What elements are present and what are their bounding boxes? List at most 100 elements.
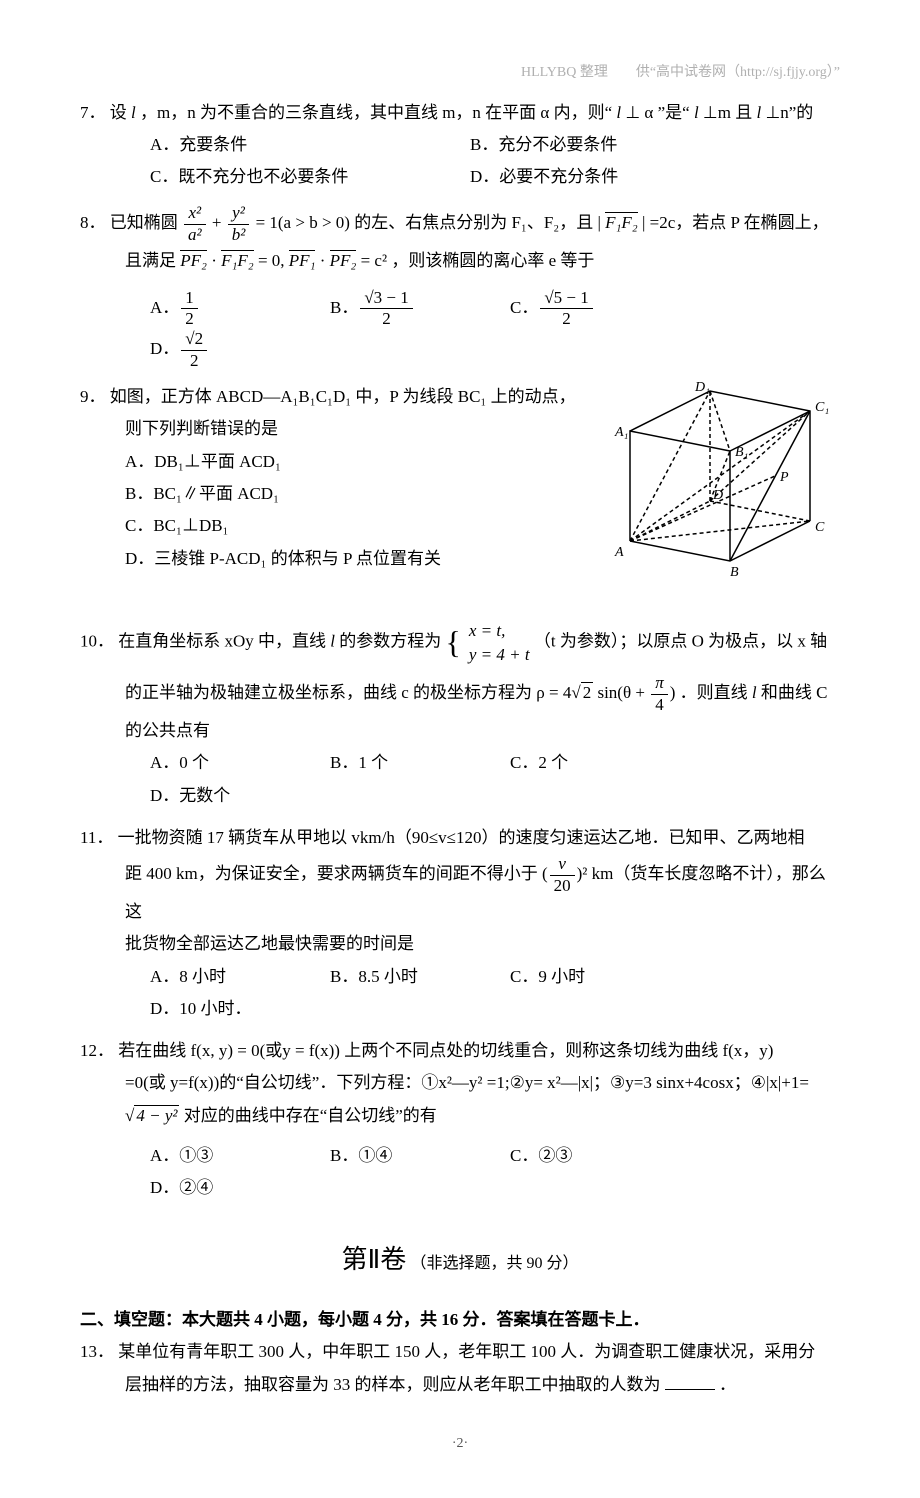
q13-stem-a: 某单位有青年职工 300 人，中年职工 150 人，老年职工 100 人．为调查… <box>118 1342 815 1361</box>
q8-eq2: = c² <box>361 251 392 270</box>
q10-sqrt2: 2 <box>581 682 594 702</box>
q8-plus: + <box>212 213 226 232</box>
q7-stem-a: 设 <box>110 103 127 122</box>
page-number: ·2· <box>80 1431 840 1458</box>
q10-stem-b: 的参数方程为 <box>339 632 445 651</box>
q8-stem-b: = 1(a > b > 0) 的左、右焦点分别为 F₁、F₂，且 | <box>256 213 606 232</box>
q13-blank <box>665 1372 715 1390</box>
q8-eq1: = 0, <box>258 251 289 270</box>
cube-label-d1: D₁ <box>694 381 710 395</box>
q10-opt-b: B．1 个 <box>330 747 490 779</box>
q8-stem-a: 已知椭圆 <box>110 213 182 232</box>
q10-number: 10． <box>80 632 114 651</box>
q11-line3: 批货物全部运达乙地最快需要的时间是 <box>80 928 840 960</box>
question-10: 10． 在直角坐标系 xOy 中，直线 l 的参数方程为 { x = t, y … <box>80 612 840 811</box>
q11-stem-a: 一批物资随 17 辆货车从甲地以 vkm/h（90≤v≤120）的速度匀速运达乙… <box>118 828 805 847</box>
section-2-title: 第Ⅱ卷 （非选择题，共 90 分） <box>80 1235 840 1284</box>
question-9: A₁ B₁ C₁ D₁ A B C D P 9． 如图，正方体 ABCD—A₁B… <box>80 381 840 602</box>
q10-stem-c: （t 为参数）；以原点 O 为极点，以 x 轴 <box>534 632 827 651</box>
q10-line2a: 的正半轴为极轴建立极坐标系，曲线 c 的极坐标方程为 ρ = 4 <box>125 683 571 702</box>
q10-brace: x = t, y = 4 + t <box>463 619 530 667</box>
q11-opt-d: D．10 小时． <box>150 993 310 1025</box>
q8-number: 8． <box>80 213 106 232</box>
q10-stem-a: 在直角坐标系 xOy 中，直线 <box>118 632 330 651</box>
section-2-main: 第Ⅱ卷 <box>341 1244 406 1274</box>
q8-stem-c: | =2c，若点 P 在椭圆上， <box>642 213 829 232</box>
cube-figure: A₁ B₁ C₁ D₁ A B C D P <box>610 381 840 592</box>
q7-stem-e: ⊥n”的 <box>765 103 813 122</box>
q12-stem-a: 若在曲线 f(x, y) = 0(或y = f(x)) 上两个不同点处的切线重合… <box>118 1041 773 1060</box>
q7-stem-c: ⊥ α ”是“ <box>625 103 689 122</box>
q7-opt-c: C．既不充分也不必要条件 <box>150 161 450 193</box>
q11-line2a: 距 400 km，为保证安全，要求两辆货车的间距不得小于 ( <box>125 864 548 883</box>
q8-vec-pf2: PF₂ <box>180 250 207 270</box>
q8-line2a: 且满足 <box>125 251 180 270</box>
q9-stem: 如图，正方体 ABCD—A₁B₁C₁D₁ 中，P 为线段 BC₁ 上的动点， <box>110 387 576 406</box>
q8-dot2: · <box>320 251 330 270</box>
q8-opt-b: B．√3 − 12 <box>330 288 490 330</box>
q7-l-1: l <box>131 103 136 122</box>
cube-label-a1: A₁ <box>614 425 628 440</box>
q7-l-3: l <box>694 103 699 122</box>
q13-number: 13． <box>80 1342 114 1361</box>
q7-number: 7． <box>80 103 106 122</box>
q7-opt-d: D．必要不充分条件 <box>470 161 770 193</box>
q8-opt-d: D．√22 <box>150 329 310 371</box>
q11-opt-b: B．8.5 小时 <box>330 961 490 993</box>
q8-frac2: y²b² <box>228 203 250 245</box>
q12-opt-c: C．②③ <box>510 1140 670 1172</box>
q8-vec-pf1: PF₁ <box>289 250 316 270</box>
q11-number: 11． <box>80 828 113 847</box>
q8-vec-f1f2-b: F₁F₂ <box>221 250 254 270</box>
cube-label-d: D <box>712 488 723 503</box>
q11-opt-c: C．9 小时 <box>510 961 670 993</box>
q13-end: ． <box>719 1375 736 1394</box>
q9-number: 9． <box>80 387 106 406</box>
q8-options: A．12 B．√3 − 12 C．√5 − 12 D．√22 <box>80 288 840 372</box>
q12-opt-d: D．②④ <box>150 1172 310 1204</box>
q7-l-4: l <box>756 103 761 122</box>
q8-frac1: x²a² <box>184 203 206 245</box>
q12-line2: =0(或 y=f(x))的“自公切线”．下列方程：①x²—y² =1;②y= x… <box>80 1067 840 1099</box>
cube-label-a: A <box>614 545 624 560</box>
part2-heading: 二、填空题：本大题共 4 小题，每小题 4 分，共 16 分．答案填在答题卡上． <box>80 1304 840 1336</box>
q8-opt-a: A．12 <box>150 288 310 330</box>
exam-page: HLLYBQ 整理 供“高中试卷网（http://sj.fjjy.org）” 7… <box>0 0 920 1498</box>
cube-label-b: B <box>730 565 739 580</box>
q8-opt-c: C．√5 − 12 <box>510 288 670 330</box>
header-attribution: HLLYBQ 整理 供“高中试卷网（http://sj.fjjy.org）” <box>80 60 840 87</box>
question-8: 8． 已知椭圆 x²a² + y²b² = 1(a > b > 0) 的左、右焦… <box>80 203 840 371</box>
question-7: 7． 设 l ，m，n 为不重合的三条直线，其中直线 m，n 在平面 α 内，则… <box>80 97 840 194</box>
question-11: 11． 一批物资随 17 辆货车从甲地以 vkm/h（90≤v≤120）的速度匀… <box>80 822 840 1025</box>
q10-opt-c: C．2 个 <box>510 747 670 779</box>
q8-dot1: · <box>211 251 221 270</box>
q10-opt-a: A．0 个 <box>150 747 310 779</box>
q10-line2d: 和曲线 C <box>757 683 828 702</box>
section-2-sub: （非选择题，共 90 分） <box>411 1255 579 1272</box>
q10-opt-d: D．无数个 <box>150 780 310 812</box>
q13-line2: 层抽样的方法，抽取容量为 33 的样本，则应从老年职工中抽取的人数为 <box>125 1375 661 1394</box>
q7-l-2: l <box>616 103 621 122</box>
q10-l: l <box>330 632 335 651</box>
q12-sqrt: 4 − y² <box>134 1105 179 1125</box>
q7-opt-b: B．充分不必要条件 <box>470 129 770 161</box>
q7-opt-a: A．充要条件 <box>150 129 450 161</box>
cube-label-p: P <box>779 470 789 485</box>
q7-stem-b: ，m，n 为不重合的三条直线，其中直线 m，n 在平面 α 内，则“ <box>140 103 612 122</box>
cube-label-b1: B₁ <box>735 445 748 460</box>
cube-svg: A₁ B₁ C₁ D₁ A B C D P <box>610 381 840 581</box>
cube-label-c1: C₁ <box>815 400 829 415</box>
q11-opt-a: A．8 小时 <box>150 961 310 993</box>
q8-vec-f1f2: F₁F₂ <box>605 212 638 232</box>
q12-opt-a: A．①③ <box>150 1140 310 1172</box>
q10-line2c: ) ．则直线 <box>670 683 752 702</box>
question-12: 12． 若在曲线 f(x, y) = 0(或y = f(x)) 上两个不同点处的… <box>80 1035 840 1204</box>
q12-line3: 对应的曲线中存在“自公切线”的有 <box>184 1106 437 1125</box>
q10-line3: 的公共点有 <box>80 715 840 747</box>
cube-label-c: C <box>815 520 825 535</box>
q7-options: A．充要条件 B．充分不必要条件 C．既不充分也不必要条件 D．必要不充分条件 <box>80 129 840 194</box>
q10-line2b: sin(θ + <box>597 683 649 702</box>
q12-opt-b: B．①④ <box>330 1140 490 1172</box>
q8-line2b: ，则该椭圆的离心率 e 等于 <box>391 251 594 270</box>
q7-stem-d: ⊥m 且 <box>703 103 757 122</box>
